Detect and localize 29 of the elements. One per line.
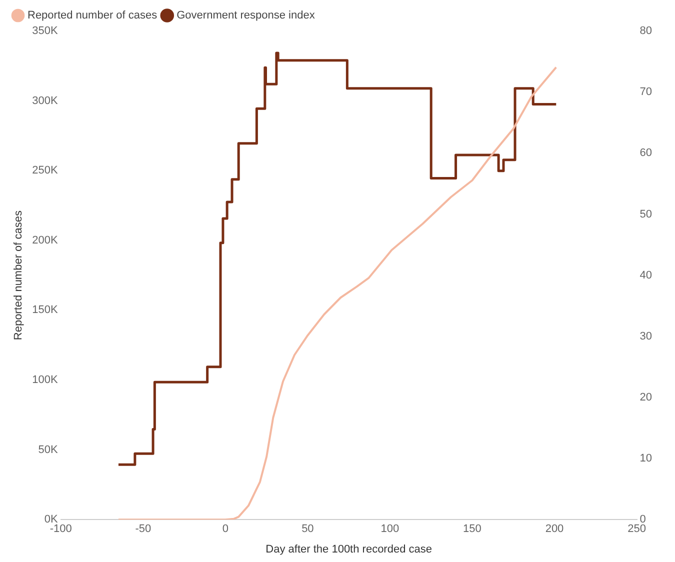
- x-tick-label: 250: [628, 523, 646, 536]
- y2-tick-label: 0: [640, 514, 646, 526]
- y-tick-label: 300K: [32, 94, 59, 107]
- y-tick-label: 150K: [32, 304, 59, 316]
- x-tick-label: 100: [380, 523, 400, 536]
- y2-tick-label: 40: [640, 269, 652, 282]
- legend-label: Government response index: [176, 10, 316, 22]
- legend-label: Reported number of cases: [28, 10, 158, 22]
- y2-tick-label: 60: [640, 147, 652, 160]
- x-tick-label: 200: [545, 523, 564, 536]
- y-tick-label: 0K: [44, 514, 59, 526]
- y2-tick-label: 70: [640, 86, 652, 98]
- y2-tick-label: 30: [640, 330, 652, 342]
- x-axis-title: Day after the 100th recorded case: [266, 543, 432, 556]
- y2-tick-label: 80: [640, 25, 652, 38]
- y2-tick-label: 50: [640, 208, 652, 220]
- x-tick-label: 0: [222, 523, 228, 536]
- x-tick-label: -50: [135, 523, 152, 536]
- y2-tick-label: 20: [640, 391, 652, 404]
- y2-tick-label: 10: [640, 452, 652, 465]
- y-axis-title: Reported number of cases: [12, 210, 25, 340]
- x-tick-label: 150: [463, 523, 482, 536]
- y-tick-label: 250K: [32, 164, 59, 177]
- y-tick-label: 100K: [32, 374, 59, 386]
- y-tick-label: 350K: [32, 25, 59, 38]
- x-tick-label: -100: [50, 523, 72, 536]
- y-tick-label: 200K: [32, 234, 59, 246]
- y-tick-label: 50K: [38, 444, 59, 456]
- x-tick-label: 50: [302, 523, 314, 536]
